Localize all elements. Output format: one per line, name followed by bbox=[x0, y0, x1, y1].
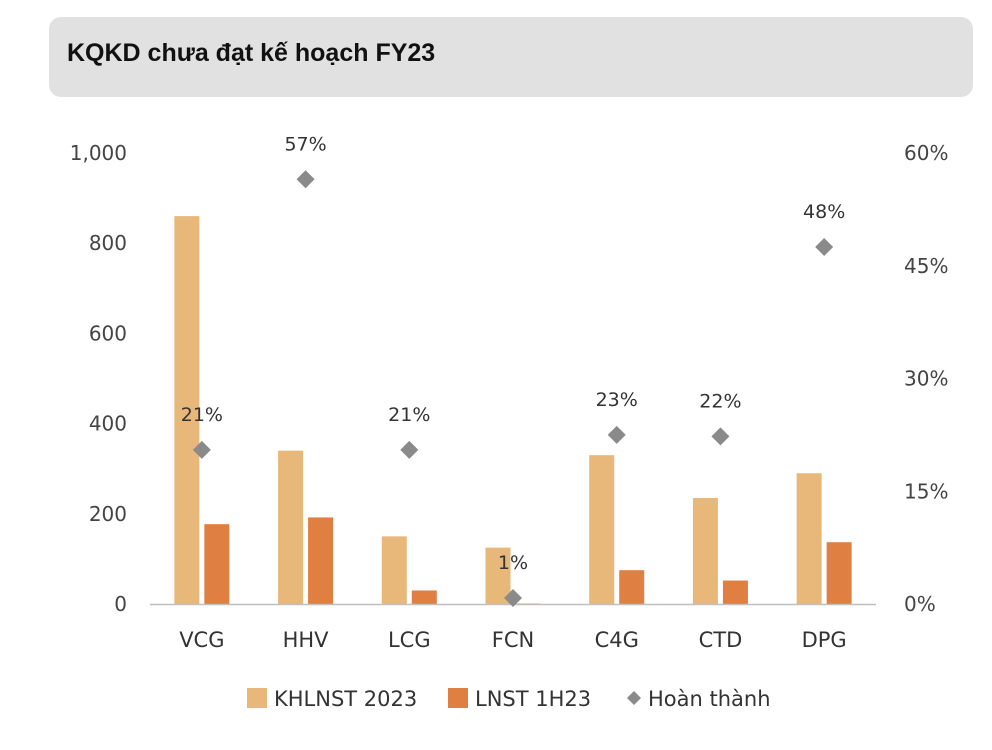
legend-label-lnst: LNST 1H23 bbox=[475, 687, 591, 711]
legend-swatch-lnst bbox=[448, 688, 468, 708]
y-left-tick-label: 400 bbox=[89, 412, 127, 436]
bar-lnst-lcg bbox=[411, 590, 437, 604]
x-tick-label: FCN bbox=[492, 628, 534, 652]
y-left-tick-label: 200 bbox=[89, 502, 127, 526]
bar-lnst-hhv bbox=[308, 517, 334, 604]
bar-lnst-vcg bbox=[204, 524, 230, 604]
bar-lnst-ctd bbox=[722, 580, 748, 604]
y-left-tick-label: 800 bbox=[89, 231, 127, 255]
data-label-hoan-thanh: 1% bbox=[498, 552, 528, 574]
y-right-tick-label: 15% bbox=[904, 479, 948, 503]
marker-hoan-thanh-hhv bbox=[296, 170, 315, 189]
legend-swatch-khlnst bbox=[247, 688, 267, 708]
marker-hoan-thanh-dpg bbox=[815, 237, 834, 256]
data-label-hoan-thanh: 57% bbox=[284, 133, 326, 155]
x-tick-label: C4G bbox=[595, 628, 639, 652]
marker-hoan-thanh-ctd bbox=[711, 427, 730, 446]
bar-lnst-c4g bbox=[619, 570, 645, 604]
y-right-tick-label: 45% bbox=[904, 254, 948, 278]
data-label-hoan-thanh: 21% bbox=[181, 404, 223, 426]
bar-khlnst-lcg bbox=[381, 536, 407, 604]
data-label-hoan-thanh: 21% bbox=[388, 404, 430, 426]
bar-khlnst-vcg bbox=[174, 216, 200, 604]
chart-title-bar: KQKD chưa đạt kế hoạch FY23 bbox=[49, 17, 973, 97]
y-left-tick-label: 1,000 bbox=[70, 141, 127, 165]
marker-hoan-thanh-fcn bbox=[504, 588, 522, 607]
legend-marker-hoan-thanh bbox=[627, 691, 641, 705]
x-tick-label: DPG bbox=[802, 628, 847, 652]
bar-lnst-dpg bbox=[826, 542, 852, 604]
y-right-tick-label: 0% bbox=[904, 592, 936, 616]
y-right-tick-label: 60% bbox=[904, 141, 948, 165]
y-left-tick-label: 600 bbox=[89, 321, 127, 345]
data-label-hoan-thanh: 23% bbox=[596, 389, 638, 411]
bar-khlnst-ctd bbox=[692, 498, 718, 604]
data-label-hoan-thanh: 22% bbox=[699, 390, 741, 412]
x-tick-label: HHV bbox=[283, 628, 330, 652]
x-tick-label: VCG bbox=[179, 628, 224, 652]
chart-title: KQKD chưa đạt kế hoạch FY23 bbox=[67, 39, 436, 67]
marker-hoan-thanh-c4g bbox=[607, 425, 626, 444]
legend-label-hoan-thanh: Hoàn thành bbox=[648, 687, 771, 711]
x-tick-label: CTD bbox=[699, 628, 743, 652]
marker-hoan-thanh-lcg bbox=[400, 440, 419, 459]
y-right-tick-label: 30% bbox=[904, 367, 948, 391]
data-label-hoan-thanh: 48% bbox=[803, 201, 845, 223]
bar-khlnst-dpg bbox=[796, 473, 822, 604]
x-tick-label: LCG bbox=[388, 628, 431, 652]
marker-hoan-thanh-vcg bbox=[192, 440, 211, 459]
bar-khlnst-c4g bbox=[589, 455, 615, 604]
y-left-tick-label: 0 bbox=[114, 592, 127, 616]
bar-khlnst-fcn bbox=[485, 547, 511, 604]
legend-label-khlnst: KHLNST 2023 bbox=[274, 687, 417, 711]
bar-khlnst-hhv bbox=[278, 450, 304, 604]
